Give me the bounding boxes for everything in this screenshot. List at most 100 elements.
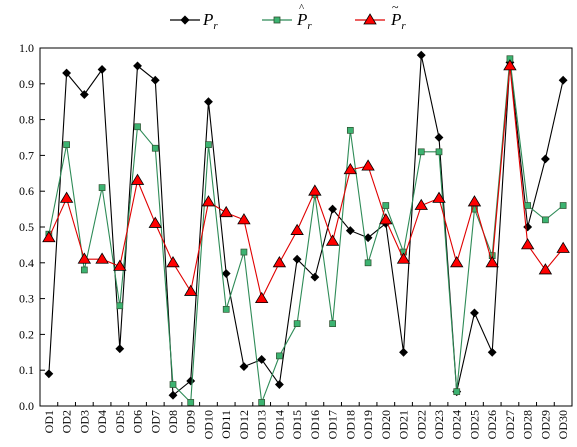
point-pr_tilde-od24 [450,256,464,268]
x-tick-label: OD9 [184,410,198,433]
point-pr-od7 [150,75,160,85]
point-pr_tilde-od13 [254,291,269,303]
y-tick-label: 0.4 [19,256,34,270]
point-pr_hat-od13 [258,399,266,406]
x-tick-label: OD14 [272,410,286,439]
point-pr_tilde-od6 [130,173,145,185]
point-pr-od12 [239,362,249,372]
point-pr-od23 [434,133,444,142]
x-tick-label: OD25 [467,410,481,439]
x-tick-label: OD19 [361,410,375,439]
point-pr_hat-od6 [134,123,141,131]
series-layer [42,50,570,406]
x-tick-label: OD1 [42,410,56,433]
y-tick-label: 0.0 [19,399,34,413]
point-pr_hat-od18 [346,126,354,134]
x-tick-label: OD30 [556,410,570,439]
x-tick-label: OD6 [131,410,145,433]
point-pr_tilde-od20 [379,213,393,225]
point-pr_hat-od10 [205,141,212,149]
y-tick-label: 1.0 [19,41,34,55]
x-tick-label: OD13 [255,410,269,439]
point-pr_tilde-od21 [396,252,411,264]
point-pr_hat-od19 [364,259,372,267]
x-tick-label: OD11 [219,410,233,439]
legend-marker-pr [180,15,190,25]
x-tick-label: OD3 [77,410,91,433]
point-pr_hat-od20 [382,202,390,209]
point-pr_tilde-od29 [538,263,553,275]
x-tick-label: OD8 [166,410,180,433]
point-pr-od14 [274,380,284,389]
x-tick-label: OD7 [148,410,162,433]
point-pr_tilde-od28 [520,238,535,250]
point-pr_tilde-od8 [166,256,180,268]
point-pr_tilde-od18 [343,162,358,175]
point-pr_tilde-od27 [503,59,517,71]
x-tick-label: OD27 [503,410,517,439]
point-pr_tilde-od25 [467,195,482,207]
x-tick-label: OD4 [95,410,109,433]
x-tick-label: OD24 [450,410,464,439]
point-pr_tilde-od5 [113,259,127,271]
point-pr-od1 [44,369,54,379]
point-pr_tilde-od3 [77,252,92,264]
point-pr_hat-od29 [542,216,549,224]
point-pr_tilde-od7 [148,216,162,228]
point-pr_tilde-od12 [237,213,251,225]
point-pr-od8 [168,390,178,400]
point-pr-od21 [399,347,408,357]
x-tick-label: OD5 [113,410,127,433]
point-pr_tilde-od23 [432,191,446,203]
point-pr_tilde-od1 [42,230,56,243]
y-tick-label: 0.7 [19,148,34,162]
point-pr-od25 [470,308,479,318]
point-pr-od18 [345,226,355,236]
point-pr_tilde-od2 [59,191,74,203]
y-tick-label: 0.2 [19,327,34,341]
series-pr_tilde [42,59,570,303]
point-pr-od4 [97,65,107,74]
series-line-pr [48,55,564,397]
legend-tilde-accent: ~ [392,0,399,14]
point-pr-od6 [133,61,142,71]
point-pr_hat-od2 [63,141,70,149]
x-tick-label: OD26 [485,410,499,439]
point-pr-od16 [310,272,320,282]
point-pr_tilde-od17 [325,234,340,246]
legend-marker-pr-hat [273,16,281,24]
point-pr_tilde-od11 [219,205,233,218]
y-tick-label: 0.8 [19,113,34,127]
point-pr-od2 [62,68,72,78]
point-pr_hat-od23 [435,148,443,156]
point-pr_hat-od24 [453,388,461,396]
point-pr-od17 [328,204,338,214]
y-axis: 0.0 0.1 0.2 0.3 0.4 0.5 0.6 0.7 0.8 0.9 1.0 [19,41,45,413]
series-line-pr_tilde [48,65,564,301]
point-pr-od10 [204,97,213,107]
legend-item-pr-tilde: Pr ~ [355,0,406,32]
point-pr_tilde-od14 [272,256,287,268]
point-pr-od30 [558,75,568,85]
point-pr-od3 [79,90,89,99]
point-pr_tilde-od9 [184,284,198,296]
point-pr_hat-od15 [293,320,301,328]
point-pr_hat-od12 [240,248,248,256]
point-pr_hat-od17 [329,320,336,328]
x-tick-label: OD22 [414,410,428,439]
legend-hat-accent: ^ [299,2,305,14]
x-tick-label: OD10 [201,410,215,439]
point-pr-od22 [416,50,426,60]
point-pr-od29 [540,154,550,164]
point-pr_hat-od9 [187,399,195,406]
x-tick-label: OD23 [432,410,446,439]
series-line-pr_hat [48,58,564,404]
point-pr_hat-od14 [276,352,283,360]
point-pr_tilde-od30 [556,241,570,253]
point-pr-od15 [292,254,302,264]
y-tick-label: 0.5 [19,220,34,234]
point-pr_hat-od28 [524,202,532,209]
point-pr_tilde-od15 [290,223,304,235]
point-pr_hat-od8 [169,381,177,388]
